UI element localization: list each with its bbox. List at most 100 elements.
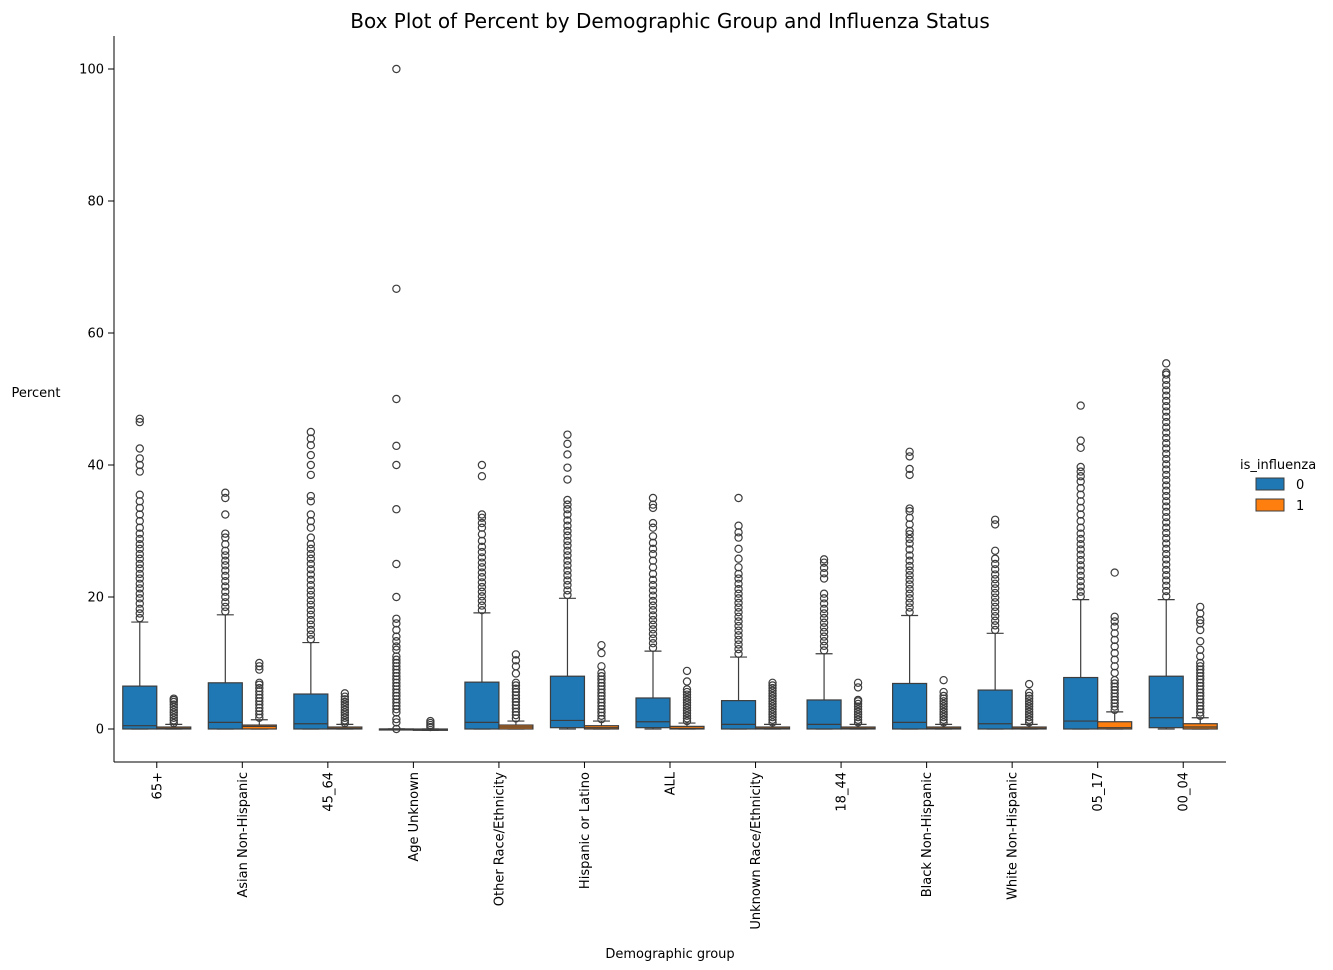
outlier-point bbox=[477, 518, 487, 528]
outlier-point bbox=[1162, 581, 1171, 590]
box-group bbox=[669, 666, 705, 730]
outlier-point bbox=[1196, 662, 1205, 671]
outlier-point bbox=[1162, 576, 1171, 585]
outlier-point bbox=[648, 634, 658, 643]
outlier-point bbox=[597, 672, 606, 681]
outlier-point bbox=[1024, 688, 1034, 697]
outlier-point bbox=[734, 612, 743, 622]
outlier-point bbox=[477, 513, 487, 523]
outlier-point bbox=[306, 565, 316, 574]
outlier-point bbox=[819, 604, 829, 614]
outlier-point bbox=[939, 715, 948, 724]
outlier-point bbox=[819, 646, 829, 655]
box bbox=[1148, 675, 1184, 729]
outlier-point bbox=[939, 697, 948, 706]
outlier-point bbox=[734, 563, 743, 572]
box-group bbox=[156, 694, 192, 730]
box bbox=[1063, 676, 1099, 730]
outlier-point bbox=[306, 630, 316, 639]
outlier-point bbox=[477, 578, 487, 587]
outlier-point bbox=[1162, 507, 1171, 517]
outlier-point bbox=[563, 475, 572, 484]
outlier-point bbox=[990, 616, 1000, 625]
outlier-point bbox=[1162, 560, 1171, 569]
outlier-point bbox=[306, 470, 316, 480]
outlier-point bbox=[563, 546, 572, 556]
outlier-point bbox=[392, 559, 401, 569]
outlier-point bbox=[682, 666, 692, 676]
box-group bbox=[241, 658, 277, 730]
outlier-point bbox=[990, 588, 1000, 598]
outlier-point bbox=[563, 510, 572, 519]
outlier-point bbox=[648, 629, 658, 639]
outlier-point bbox=[682, 690, 692, 699]
outlier-point bbox=[563, 571, 572, 580]
outlier-point bbox=[853, 695, 863, 705]
box-group bbox=[498, 650, 534, 730]
outlier-point bbox=[255, 678, 264, 688]
box-group bbox=[635, 493, 671, 730]
outlier-point bbox=[221, 576, 230, 586]
outlier-point bbox=[648, 532, 658, 541]
outlier-point bbox=[819, 637, 829, 646]
outlier-point bbox=[477, 547, 487, 557]
outlier-point bbox=[1162, 402, 1171, 411]
outlier-point bbox=[1076, 534, 1085, 544]
outlier-point bbox=[1076, 443, 1085, 453]
outlier-point bbox=[734, 598, 743, 608]
outlier-point bbox=[306, 596, 316, 605]
outlier-point bbox=[477, 460, 487, 470]
outlier-point bbox=[1162, 549, 1171, 559]
outlier-point bbox=[648, 549, 658, 559]
outlier-point bbox=[135, 599, 144, 608]
outlier-point bbox=[1162, 534, 1171, 543]
outlier-point bbox=[682, 714, 692, 723]
outlier-point bbox=[819, 574, 829, 583]
outlier-point bbox=[221, 488, 230, 497]
outlier-point bbox=[768, 678, 777, 688]
outlier-point bbox=[306, 559, 316, 569]
outlier-point bbox=[768, 691, 777, 701]
outlier-point bbox=[853, 699, 863, 709]
outlier-point bbox=[734, 544, 743, 554]
outlier-point bbox=[819, 563, 829, 573]
outlier-point bbox=[905, 603, 914, 612]
outlier-point bbox=[939, 710, 948, 719]
outlier-point bbox=[734, 617, 743, 626]
outlier-point bbox=[648, 523, 658, 532]
outlier-point bbox=[734, 589, 743, 598]
outlier-point bbox=[648, 643, 658, 653]
outlier-point bbox=[169, 713, 178, 722]
outlier-point bbox=[990, 559, 1000, 569]
outlier-point bbox=[1076, 529, 1085, 538]
outlier-point bbox=[340, 692, 350, 701]
outlier-point bbox=[511, 678, 521, 688]
outlier-point bbox=[819, 613, 829, 623]
outlier-point bbox=[1162, 407, 1171, 416]
outlier-point bbox=[905, 470, 914, 480]
outlier-point bbox=[563, 536, 572, 546]
outlier-point bbox=[734, 521, 743, 530]
outlier-point bbox=[1162, 497, 1171, 506]
outlier-point bbox=[563, 439, 572, 449]
box-group bbox=[926, 675, 962, 730]
outlier-point bbox=[306, 610, 316, 620]
outlier-point bbox=[563, 450, 572, 459]
outlier-point bbox=[1076, 571, 1085, 581]
outlier-point bbox=[990, 570, 1000, 579]
outlier-point bbox=[563, 500, 572, 509]
outlier-point bbox=[169, 710, 178, 720]
outlier-point bbox=[135, 613, 144, 623]
outlier-point bbox=[990, 598, 1000, 607]
outlier-point bbox=[306, 620, 316, 629]
axes bbox=[113, 36, 1226, 763]
box bbox=[669, 725, 705, 730]
outlier-point bbox=[392, 592, 401, 602]
outlier-point bbox=[340, 697, 350, 707]
outlier-point bbox=[1162, 571, 1171, 580]
outlier-point bbox=[768, 697, 777, 706]
outlier-point bbox=[990, 520, 1000, 529]
outlier-point bbox=[768, 686, 777, 695]
outlier-point bbox=[340, 713, 350, 722]
